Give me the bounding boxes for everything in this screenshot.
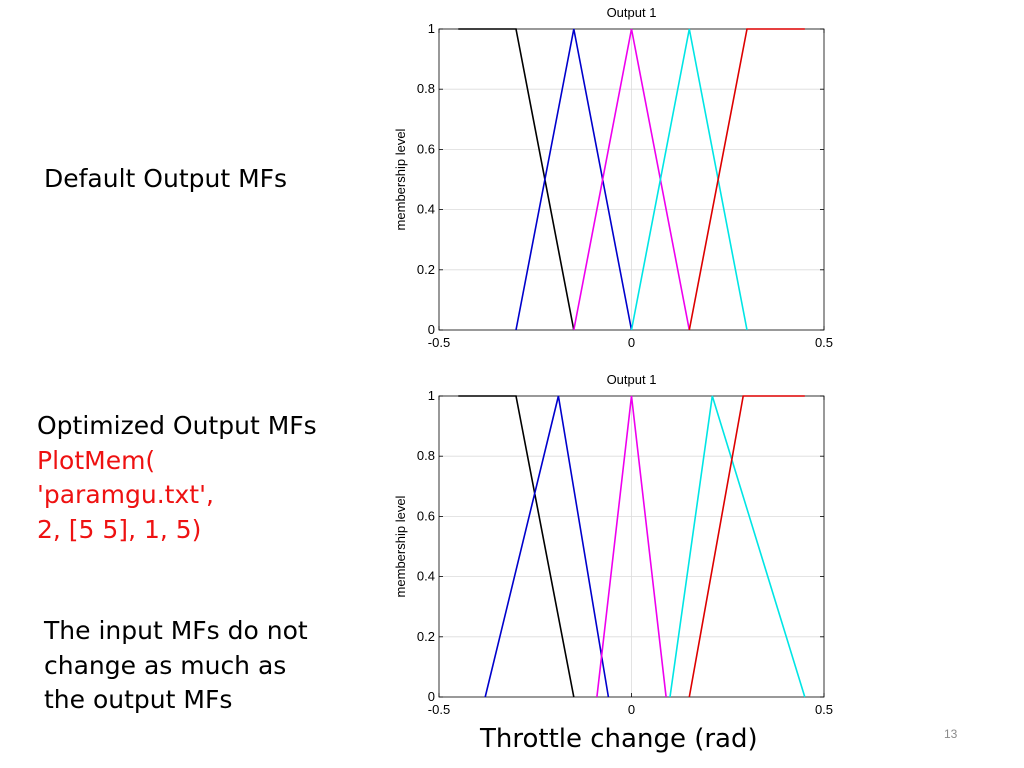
y-tick-label: 0.2 [417,629,435,644]
chart-title: Output 1 [607,372,657,387]
y-tick-label: 1 [428,21,435,36]
default-output-label-text: Default Output MFs [44,164,288,193]
y-tick-label: 0.6 [417,508,435,523]
y-tick-label: 0.8 [417,448,435,463]
command-line-2: 'paramgu.txt', [37,480,214,509]
y-tick-label: 0 [428,322,435,337]
default-output-label: Default Output MFs [44,162,287,197]
y-tick-label: 1 [428,388,435,403]
command-line-3: 2, [5 5], 1, 5) [37,514,202,544]
series-line-2 [515,28,633,331]
y-tick-label: 0.4 [417,569,435,584]
series-line-1 [458,395,575,698]
series-line-3 [573,28,691,331]
x-tick-label: -0.5 [428,702,450,717]
series-line-3 [596,395,667,698]
note-line-2: change as much as [44,650,287,680]
series-line-5 [688,395,805,698]
y-tick-label: 0.4 [417,202,435,217]
command-line-1: PlotMem( [37,445,156,475]
throttle-change-label: Throttle change (rad) [480,724,758,754]
x-tick-label: 0.5 [815,335,833,350]
x-tick-label: 0.5 [815,702,833,717]
x-tick-label: 0 [628,702,635,717]
series-line-4 [669,395,806,698]
series-line-4 [630,28,748,331]
x-tick-label: 0 [628,335,635,350]
y-axis-label: membership level [393,128,408,230]
note-line-3: the output MFs [44,685,233,714]
y-axis-label: membership level [393,495,408,597]
optimized-output-label: Optimized Output MFs PlotMem( 'paramgu.t… [37,409,317,547]
y-tick-label: 0 [428,689,435,704]
y-tick-label: 0.2 [417,262,435,277]
optimized-output-label-text: Optimized Output MFs [37,411,317,440]
y-tick-label: 0.6 [417,141,435,156]
series-line-2 [484,395,610,698]
series-line-1 [458,28,575,331]
y-tick-label: 0.8 [417,81,435,96]
note-text: The input MFs do not change as much as t… [44,614,308,718]
note-line-1: The input MFs do not [44,616,308,645]
chart-title: Output 1 [607,5,657,20]
series-line-5 [688,28,805,331]
page-number: 13 [944,727,958,741]
x-tick-label: -0.5 [428,335,450,350]
